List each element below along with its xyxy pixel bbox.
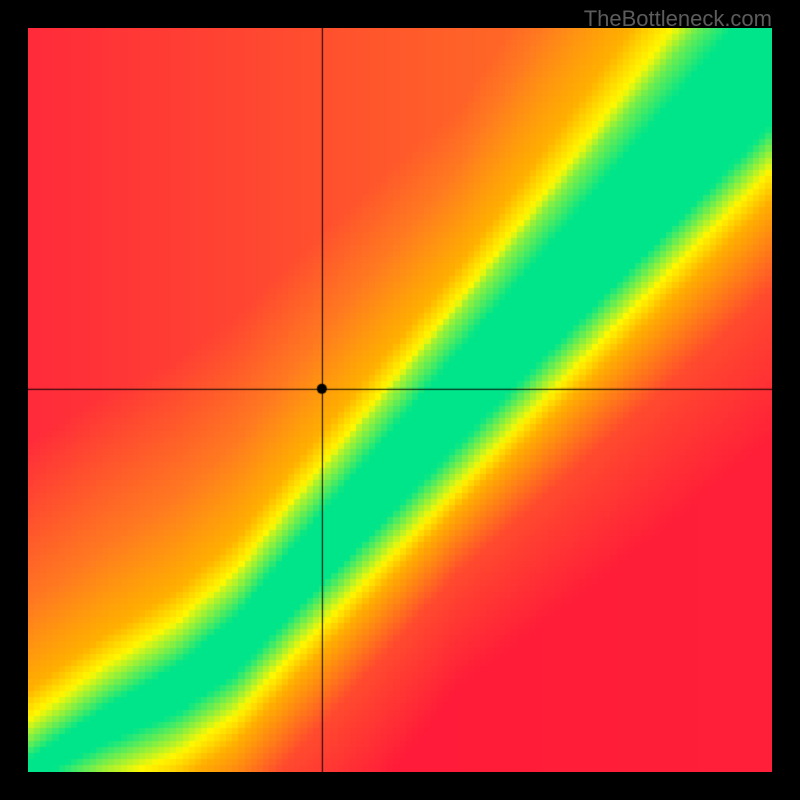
bottleneck-heatmap — [28, 28, 772, 772]
chart-frame: TheBottleneck.com — [0, 0, 800, 800]
watermark-text: TheBottleneck.com — [584, 6, 772, 32]
